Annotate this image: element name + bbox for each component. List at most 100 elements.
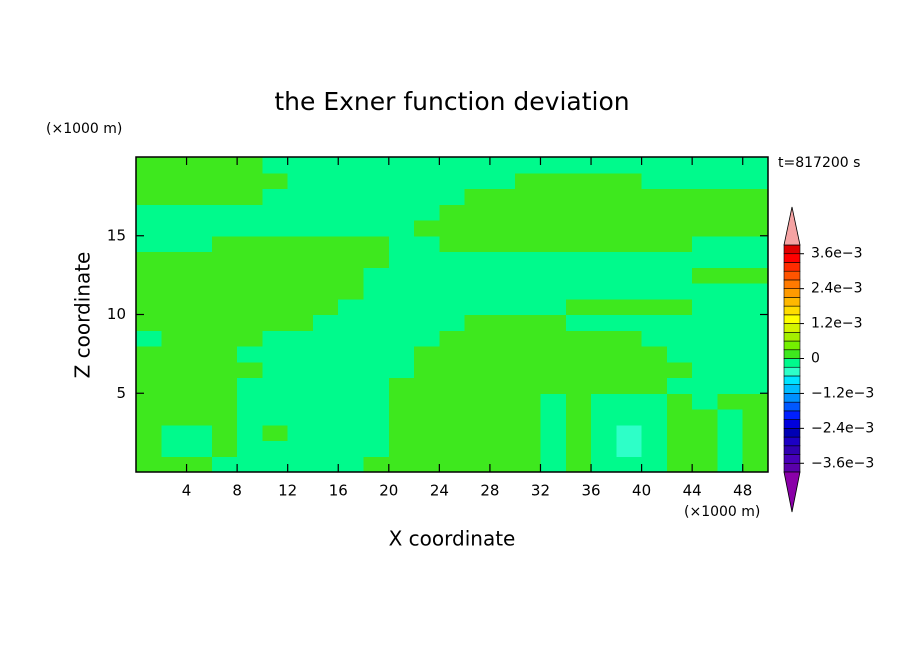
- contour-cell: [136, 298, 162, 315]
- contour-cell: [363, 235, 390, 252]
- contour-cell: [692, 377, 718, 394]
- contour-cell: [237, 220, 263, 237]
- contour-cell: [237, 393, 263, 410]
- contour-cell: [692, 188, 718, 205]
- contour-cell: [641, 188, 668, 205]
- contour-cell: [489, 440, 516, 457]
- contour-cell: [287, 361, 314, 378]
- colorbar: 3.6e−3 2.4e−3 1.2e−3 0 −1.2e−3 −2.4e−3 −3.6e−3: [783, 206, 874, 513]
- contour-cell: [464, 157, 491, 174]
- contour-cell: [262, 251, 289, 268]
- contour-cell: [666, 204, 693, 221]
- contour-cell: [237, 409, 263, 426]
- colorbar-band: [783, 419, 801, 429]
- contour-cell: [237, 361, 263, 378]
- contour-cell: [489, 424, 516, 441]
- contour-cell: [414, 204, 440, 221]
- contour-cell: [414, 251, 440, 268]
- contour-cell: [312, 188, 339, 205]
- contour-cell: [591, 377, 617, 394]
- contour-cell: [414, 314, 440, 331]
- contour-cell: [489, 377, 516, 394]
- contour-cell: [666, 409, 693, 426]
- contour-cell: [565, 314, 592, 331]
- contour-cell: [515, 409, 541, 426]
- contour-cell: [287, 251, 314, 268]
- contour-cell: [692, 267, 718, 284]
- contour-cell: [641, 314, 668, 331]
- contour-cell: [312, 157, 339, 174]
- contour-cell: [414, 220, 440, 237]
- contour-cell: [262, 377, 289, 394]
- contour-cell: [742, 188, 769, 205]
- contour-cell: [717, 220, 744, 237]
- colorbar-band: [783, 436, 801, 447]
- x-tick-label: 16: [329, 482, 348, 500]
- contour-cell: [186, 377, 213, 394]
- contour-cell: [616, 235, 643, 252]
- contour-cell: [136, 314, 162, 331]
- contour-cell: [237, 283, 263, 300]
- contour-cell: [666, 456, 693, 473]
- contour-cell: [692, 314, 718, 331]
- contour-cell: [338, 251, 365, 268]
- contour-cell: [591, 361, 617, 378]
- contour-cell: [489, 346, 516, 363]
- contour-cell: [591, 330, 617, 347]
- contour-cell: [211, 220, 238, 237]
- contour-cell: [641, 251, 668, 268]
- contour-cell: [540, 440, 567, 457]
- contour-cell: [388, 393, 415, 410]
- colorbar-band: [783, 244, 801, 255]
- contour-cell: [666, 251, 693, 268]
- contour-cell: [565, 267, 592, 284]
- contour-cell: [237, 456, 263, 473]
- contour-cell: [565, 440, 592, 457]
- contour-cell: [515, 393, 541, 410]
- contour-cell: [136, 440, 162, 457]
- contour-cell: [338, 409, 365, 426]
- contour-cell: [515, 440, 541, 457]
- contour-cell: [565, 235, 592, 252]
- contour-cell: [338, 314, 365, 331]
- contour-cell: [565, 456, 592, 473]
- contour-cell: [262, 283, 289, 300]
- contour-cell: [363, 220, 390, 237]
- contour-cell: [414, 361, 440, 378]
- contour-cell: [211, 172, 238, 189]
- contour-cell: [388, 409, 415, 426]
- contour-cell: [338, 330, 365, 347]
- colorbar-over: [783, 206, 801, 246]
- colorbar-band: [783, 305, 801, 316]
- contour-cell: [666, 220, 693, 237]
- contour-cell: [540, 330, 567, 347]
- contour-cell: [186, 361, 213, 378]
- contour-cell: [136, 157, 162, 174]
- colorbar-band: [783, 454, 801, 464]
- contour-cell: [641, 361, 668, 378]
- contour-cell: [439, 172, 466, 189]
- contour-cell: [489, 157, 516, 174]
- contour-cell: [414, 298, 440, 315]
- contour-cell: [742, 424, 769, 441]
- contour-cell: [540, 283, 567, 300]
- contour-cell: [338, 220, 365, 237]
- contour-cell: [616, 456, 643, 473]
- colorbar-band: [783, 445, 801, 455]
- contour-cell: [287, 235, 314, 252]
- contour-cell: [136, 424, 162, 441]
- contour-cell: [439, 314, 466, 331]
- contour-cell: [388, 424, 415, 441]
- contour-cell: [464, 188, 491, 205]
- contour-cell: [312, 220, 339, 237]
- contour-cell: [666, 393, 693, 410]
- contour-cell: [211, 235, 238, 252]
- contour-cell: [464, 298, 491, 315]
- contour-cell: [388, 235, 415, 252]
- contour-cell: [742, 409, 769, 426]
- contour-cell: [161, 298, 188, 315]
- contour-cell: [616, 204, 643, 221]
- colorbar-tick-label: 3.6e−3: [811, 246, 863, 262]
- x-tick-label: 36: [581, 482, 600, 500]
- contour-cell: [489, 298, 516, 315]
